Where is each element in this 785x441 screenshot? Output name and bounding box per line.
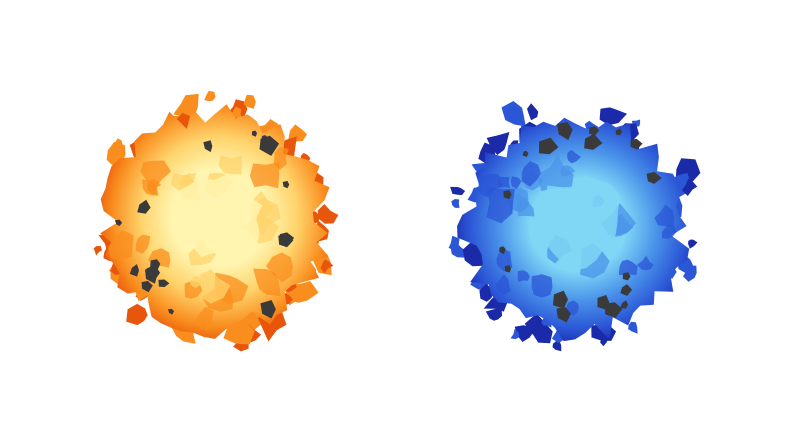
- debris-chunk: [114, 219, 123, 226]
- swirl-streak: [189, 275, 204, 288]
- flame-fragment: [243, 94, 256, 109]
- debris-chunk: [646, 171, 662, 184]
- swirl-streak: [531, 274, 553, 298]
- debris-chunk: [251, 130, 257, 137]
- swirl-streak: [654, 204, 675, 227]
- flame-fragment: [204, 90, 216, 102]
- swirl-streak: [199, 269, 231, 304]
- flame-fragment: [510, 329, 520, 340]
- ice-orb-sprite: [445, 96, 705, 356]
- flame-fragment: [682, 178, 698, 196]
- swirl-streak: [478, 174, 503, 198]
- swirl-streak: [510, 176, 522, 189]
- debris-chunk: [589, 126, 600, 136]
- flame-fragment: [514, 325, 534, 342]
- debris-chunk: [203, 140, 213, 153]
- debris-chunk: [622, 272, 631, 281]
- debris-chunk: [630, 138, 643, 150]
- debris-chunk: [158, 279, 170, 288]
- fire-orb-sprite: [85, 90, 345, 352]
- debris-chunk: [584, 133, 603, 150]
- flame-fragment: [628, 321, 638, 334]
- debris-chunk: [168, 308, 175, 315]
- debris-chunk: [553, 290, 568, 309]
- flame-fragment: [317, 204, 339, 224]
- swirl-streak: [618, 259, 638, 276]
- flame-fragment: [450, 186, 466, 196]
- fire-orb-graphic: [93, 90, 339, 352]
- swirl-streak: [567, 149, 582, 164]
- swirl-streak: [662, 224, 677, 239]
- flame-fragment: [683, 265, 697, 282]
- flame-fragment: [126, 303, 148, 326]
- swirl-streak: [108, 230, 134, 261]
- flame-fragment: [501, 101, 526, 127]
- debris-chunk: [141, 280, 153, 293]
- flame-fragment: [320, 259, 334, 274]
- flame-fragment: [479, 284, 493, 302]
- flame-fragment: [485, 307, 503, 321]
- swirl-streak: [195, 306, 214, 331]
- flame-fragment: [448, 235, 460, 251]
- swirl-streak: [637, 255, 654, 271]
- debris-chunk: [522, 150, 529, 157]
- swirl-streak: [537, 154, 574, 191]
- swirl-streak: [273, 147, 289, 170]
- debris-chunk: [556, 307, 571, 323]
- swirl-streak: [495, 274, 511, 295]
- flame-fragment: [527, 103, 539, 121]
- swirl-streak: [249, 162, 280, 189]
- swirl-streak: [135, 234, 151, 254]
- flame-fragment: [688, 239, 698, 249]
- flame-fragment: [533, 321, 544, 329]
- swirl-streak: [517, 199, 535, 217]
- swirl-streak: [560, 165, 576, 177]
- swirl-streak: [521, 161, 541, 187]
- debris-chunk: [504, 265, 511, 273]
- swirl-streak: [266, 252, 293, 283]
- debris-chunk: [145, 266, 158, 284]
- debris-chunk: [261, 135, 268, 141]
- swirl-streak: [140, 160, 172, 192]
- flame-fragment: [552, 341, 562, 352]
- orb-core: [170, 173, 263, 259]
- debris-chunk: [129, 264, 139, 277]
- flame-fragment: [93, 246, 102, 256]
- ice-orb-graphic: [448, 101, 701, 352]
- debris-chunk: [284, 239, 290, 246]
- debris-chunk: [137, 199, 151, 214]
- swirl-streak: [218, 155, 242, 176]
- debris-chunk: [557, 122, 573, 140]
- debris-chunk: [260, 300, 276, 319]
- flame-fragment: [114, 138, 123, 149]
- debris-chunk: [538, 137, 559, 155]
- debris-chunk: [499, 246, 506, 255]
- debris-chunk: [282, 180, 290, 189]
- flame-fragment: [599, 107, 627, 126]
- debris-chunk: [620, 284, 633, 296]
- swirl-streak: [517, 270, 530, 282]
- flame-fragment: [288, 124, 307, 142]
- swirl-streak: [253, 268, 281, 297]
- flame-fragment: [451, 199, 460, 208]
- debris-chunk: [605, 302, 623, 318]
- orb-core: [539, 175, 621, 271]
- debris-chunk: [259, 135, 280, 156]
- swirl-streak: [147, 178, 162, 191]
- debris-chunk: [150, 259, 161, 271]
- flame-fragment: [600, 334, 609, 347]
- debris-chunk: [615, 128, 623, 136]
- debris-chunk: [620, 300, 629, 309]
- swirl-streak: [498, 176, 511, 188]
- debris-chunk: [503, 190, 512, 200]
